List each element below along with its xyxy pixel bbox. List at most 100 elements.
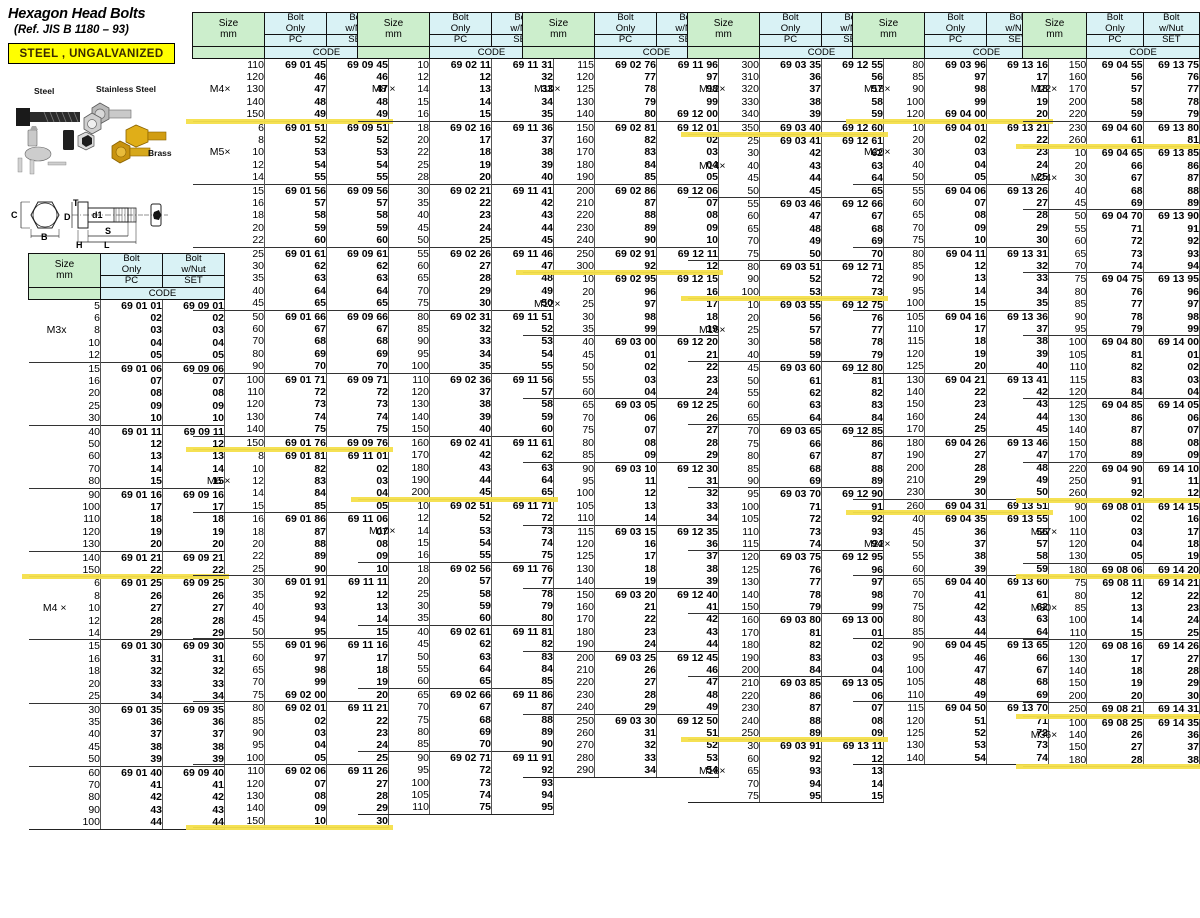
length-mm-cell: 65	[560, 398, 595, 412]
table-header-size: Size mm	[1021, 12, 1088, 47]
table-row: 45 62 82	[358, 638, 554, 651]
length-mm-cell: 45	[725, 172, 760, 185]
bolt-with-nut-code-cell: 68	[821, 222, 884, 236]
thread-size-label	[853, 197, 891, 209]
bolt-with-nut-code-cell: 94	[821, 537, 884, 551]
length-mm-cell: 60	[725, 399, 760, 412]
bolt-with-nut-code-cell: 74	[326, 410, 389, 424]
table-row: 120 73 73	[193, 398, 389, 411]
thread-size-label	[688, 753, 726, 765]
table-row: M5× 10 53 53	[193, 146, 389, 159]
thread-size-label	[192, 701, 231, 715]
thread-size-label	[688, 235, 726, 247]
thread-size-label	[1023, 286, 1058, 298]
length-mm-cell: 14	[395, 524, 430, 537]
table-row: 55 38 58	[853, 550, 1049, 563]
thread-size-label	[523, 159, 561, 171]
thread-size-label: M12×	[533, 298, 561, 311]
bolt-with-nut-code-cell: 87	[491, 701, 554, 714]
thread-size-label	[523, 676, 561, 688]
thread-size-label	[358, 260, 396, 272]
bolt-only-code-cell: 68	[759, 462, 822, 475]
table-row: 160 69 02 41 69 11 61	[357, 435, 554, 450]
length-mm-cell: 110	[230, 57, 265, 71]
bolt-with-nut-code-cell: 27	[162, 602, 225, 615]
table-row: 70 29 49	[358, 284, 554, 298]
bolt-only-code-cell: 42	[100, 791, 163, 804]
bolt-only-code-cell: 53	[759, 285, 822, 299]
table-row: 80 69 03 96 69 13 16	[852, 57, 1049, 71]
thread-size-label	[29, 653, 67, 665]
thread-size-label	[29, 716, 67, 728]
bolt-only-code-cell: 15	[429, 108, 492, 122]
thread-size-label	[358, 398, 396, 410]
bolt-with-nut-code-cell: 54	[656, 764, 719, 778]
bolt-with-nut-code-cell: 23	[326, 727, 389, 740]
length-mm-cell: 140	[1057, 729, 1088, 742]
bolt-only-code-cell: 69 04 85	[1086, 398, 1144, 412]
bolt-only-code-cell: 23	[594, 625, 657, 639]
length-mm-cell: 150	[560, 120, 595, 134]
table-row: 240 88 08	[688, 714, 884, 728]
table-row: 70 99 19	[193, 676, 389, 689]
bolt-only-code-cell: 69 01 45	[264, 57, 327, 71]
bolt-only-code-cell: 69 02 06	[264, 764, 327, 778]
thread-size-label	[853, 727, 891, 739]
bolt-with-nut-code-cell: 69 12 11	[656, 246, 719, 260]
table-row: 60 04 24	[523, 386, 719, 399]
table-header-pc: PC	[1086, 34, 1144, 47]
thread-size-label	[29, 741, 67, 753]
thread-size-label	[522, 57, 561, 71]
bolt-with-nut-code-cell: 29	[986, 221, 1049, 235]
table-row: 30 98 18	[523, 310, 719, 324]
thread-size-label	[1023, 424, 1058, 436]
table-row: 85 09 29	[523, 449, 719, 462]
thread-size-label	[853, 386, 891, 398]
thread-size-label	[688, 513, 726, 525]
table-row: 16 57 57	[193, 196, 389, 210]
length-mm-cell: 10	[395, 57, 430, 71]
length-mm-cell: 20	[230, 537, 265, 551]
bolt-with-nut-code-cell: 12	[1143, 487, 1200, 501]
table-row: 230 89 09	[523, 221, 719, 235]
length-mm-cell: 110	[560, 512, 595, 526]
bolt-with-nut-code-cell: 59	[821, 108, 884, 122]
bolt-with-nut-code-cell: 69 13 31	[986, 246, 1049, 260]
length-mm-cell: 105	[725, 513, 760, 526]
bolt-with-nut-code-cell: 28	[326, 790, 389, 803]
header-unit-label: mm	[385, 29, 402, 41]
bolt-only-code-cell: 69 01 66	[264, 309, 327, 324]
bolt-with-nut-code-cell: 49	[656, 701, 719, 715]
table-row: 70 94 14	[688, 777, 884, 791]
table-row: 75 30 50	[358, 297, 554, 311]
length-mm-cell: 260	[1057, 133, 1088, 147]
table-row: 180 69 04 26 69 13 46	[852, 435, 1049, 450]
length-mm-cell: 180	[395, 461, 430, 474]
table-header-spacer	[852, 45, 925, 59]
table-row: 160 21 41	[523, 600, 719, 614]
thread-size-label: M5×	[209, 146, 231, 159]
bolt-with-nut-code-cell: 69 09 21	[162, 550, 225, 565]
length-mm-cell: 25	[230, 246, 265, 260]
bolt-with-nut-code-cell: 17	[326, 651, 389, 664]
table-row: 20 59 59	[193, 221, 389, 235]
length-mm-cell: 120	[890, 108, 925, 122]
bolt-with-nut-code-cell: 73	[326, 398, 389, 411]
length-mm-cell: 110	[230, 764, 265, 778]
thread-size-label	[358, 726, 396, 738]
table-row: 35 63 63	[193, 272, 389, 285]
thread-size-label	[687, 550, 726, 564]
table-row: 45 44 64	[688, 172, 884, 185]
thread-size-label	[523, 374, 561, 386]
bolt-with-nut-code-cell: 30	[1143, 689, 1200, 703]
thread-size-label	[358, 462, 396, 474]
table-header-spacer	[357, 45, 430, 59]
length-mm-cell: 35	[230, 588, 265, 601]
header-unit-label: mm	[56, 270, 73, 282]
bolt-only-code-cell: 49	[264, 108, 327, 122]
thread-size-label	[358, 575, 396, 587]
bolt-with-nut-code-cell: 60	[491, 423, 554, 437]
thread-size-label	[358, 222, 396, 234]
bolt-only-code-cell: 59	[759, 348, 822, 362]
bolt-with-nut-code-cell: 01	[1143, 348, 1200, 362]
